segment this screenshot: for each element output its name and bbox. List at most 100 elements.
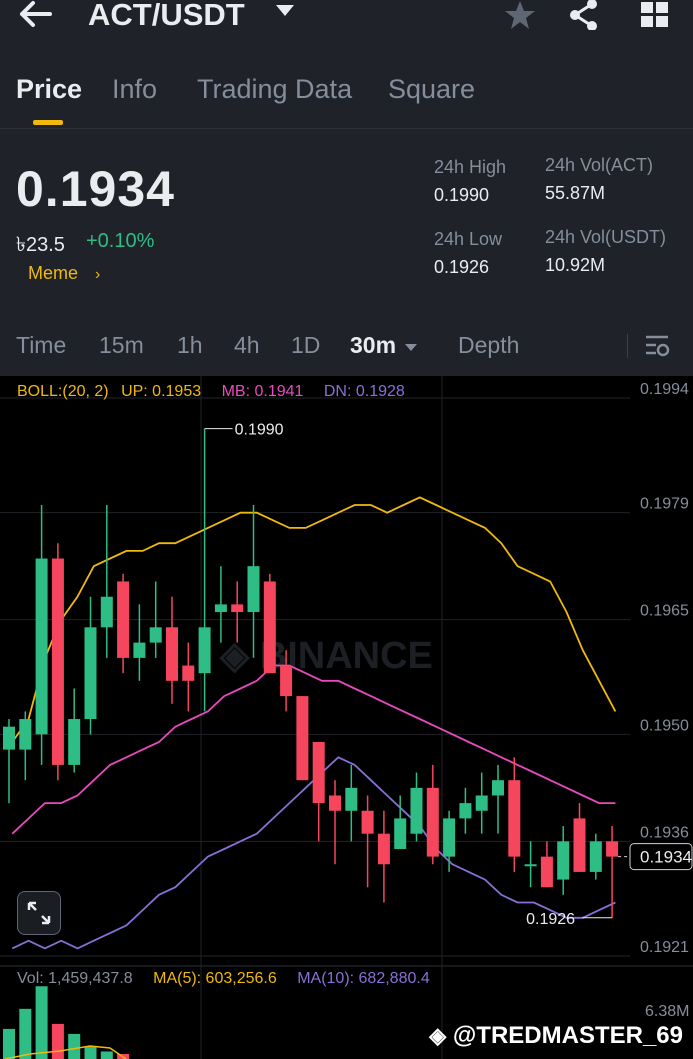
candle-body [443, 818, 456, 857]
volume-indicator: Vol: 1,459,437.8 MA(5): 603,256.6 MA(10)… [17, 970, 430, 988]
expand-icon [26, 900, 52, 931]
back-arrow-icon[interactable] [18, 0, 54, 32]
meme-tag-label: Meme [28, 263, 79, 283]
tab-trading-data[interactable]: Trading Data [197, 74, 353, 104]
main-tabs: Price Info Trading Data Square [0, 62, 693, 129]
chevron-right-icon: › [95, 266, 101, 283]
candle-body [329, 795, 341, 811]
y-tick-label: 0.1950 [640, 717, 689, 734]
candle-body [377, 833, 390, 865]
volume-ma5-line [4, 1045, 127, 1059]
low-marker-label: 0.1926 [526, 911, 575, 928]
y-tick-label: 0.1965 [640, 603, 689, 620]
tf-dropdown-icon[interactable] [404, 340, 418, 358]
volume-bar [84, 1046, 97, 1059]
candle-body [589, 841, 602, 872]
boll-params: BOLL:(20, 2) [17, 383, 109, 400]
chart-settings-icon[interactable] [644, 334, 670, 363]
binance-watermark-text: ◈ BINANCE [219, 635, 433, 677]
chart-area[interactable]: 0.1994 0.1979 0.1965 0.1950 0.1936 0.1921 ◈ B… [0, 376, 693, 1059]
tf-1d[interactable]: 1D [291, 332, 321, 358]
last-price: 0.1934 [16, 161, 175, 217]
candle-body [410, 787, 423, 834]
tf-15m[interactable]: 15m [99, 332, 144, 358]
candle-body [508, 780, 521, 857]
grid-menu-icon[interactable] [641, 2, 669, 33]
candle-body [133, 642, 146, 658]
pair-dropdown-icon[interactable] [275, 4, 295, 23]
pair-title[interactable]: ACT/USDT [88, 0, 245, 32]
low-value: 0.1926 [434, 257, 490, 277]
volume-bar [3, 1028, 15, 1059]
y-tick-label: 0.1979 [640, 496, 689, 513]
binance-logo-icon: ◈ [429, 1023, 447, 1048]
volume-bar [51, 1023, 64, 1059]
boll-dn-value: DN: 0.1928 [323, 383, 405, 400]
vol-ma5: MA(5): 603,256.6 [153, 970, 277, 987]
volume-bar [100, 1051, 113, 1059]
tf-30m[interactable]: 30m [350, 332, 397, 358]
volume-max-label: 6.38M [645, 1003, 690, 1020]
tf-time[interactable]: Time [16, 332, 67, 358]
vol-base-value: 55.87M [545, 183, 606, 203]
high-label: 24h High [434, 157, 507, 177]
candle-body [247, 566, 260, 613]
boll-indicator: BOLL:(20, 2) UP: 0.1953 MB: 0.1941 DN: 0… [17, 383, 405, 401]
candle-body [492, 780, 504, 796]
candle-body [117, 581, 130, 658]
tab-square[interactable]: Square [388, 74, 476, 104]
candle-body [606, 841, 619, 857]
volume-bar [35, 986, 48, 1059]
tab-price[interactable]: Price [16, 74, 83, 104]
current-price-label: 0.1934 [640, 848, 692, 867]
candle-body [100, 596, 113, 628]
active-tab-indicator [33, 120, 63, 125]
candle-body [475, 795, 488, 811]
candle-body [198, 627, 211, 674]
tf-depth[interactable]: Depth [458, 332, 520, 358]
candle-body [19, 719, 32, 750]
star-icon[interactable] [504, 0, 536, 35]
candle-body [426, 787, 439, 857]
vol-base-label: 24h Vol(ACT) [545, 155, 654, 175]
timeframe-divider [627, 334, 628, 358]
candle-body [182, 665, 195, 681]
y-tick-label: 0.1921 [640, 939, 689, 956]
high-value: 0.1990 [434, 185, 490, 205]
candle-body [345, 787, 358, 811]
candle-body [166, 627, 178, 681]
tf-1h[interactable]: 1h [177, 332, 203, 358]
fiat-price: ৳23.5 [16, 234, 65, 256]
volume-bar [68, 1033, 81, 1059]
candle-body [540, 856, 553, 888]
y-tick-label: 0.1936 [640, 824, 689, 841]
candle-body [459, 803, 472, 819]
high-marker-label: 0.1990 [235, 422, 284, 439]
watermark-text: @TREDMASTER_69 [452, 1022, 683, 1049]
low-label: 24h Low [434, 229, 503, 249]
candle-body [231, 604, 244, 613]
candle-body [296, 696, 309, 781]
candlestick-chart[interactable]: 0.1994 0.1979 0.1965 0.1950 0.1936 0.1921 ◈ B… [0, 376, 693, 1059]
candle-body [149, 627, 162, 643]
tab-info[interactable]: Info [112, 74, 158, 104]
candle-body [263, 581, 276, 674]
boll-upper-line [11, 496, 617, 743]
tf-4h[interactable]: 4h [234, 332, 260, 358]
boll-mb-value: MB: 0.1941 [221, 383, 304, 400]
candle-body [312, 741, 325, 804]
candle-body [68, 719, 81, 765]
meme-tag[interactable]: Meme › [28, 263, 100, 284]
share-icon[interactable] [568, 0, 600, 35]
top-bar: ACT/USDT [0, 0, 693, 40]
vol-quote-label: 24h Vol(USDT) [545, 227, 667, 247]
vol-ma10: MA(10): 682,880.4 [297, 970, 430, 987]
candle-body [35, 558, 48, 735]
candle-body [214, 604, 227, 613]
vol-value: Vol: 1,459,437.8 [17, 970, 133, 987]
current-price-box [629, 843, 693, 871]
fullscreen-button[interactable] [17, 891, 61, 935]
candle-body [394, 818, 407, 849]
vol-quote-value: 10.92M [545, 255, 606, 275]
price-change: +0.10% [86, 230, 155, 252]
